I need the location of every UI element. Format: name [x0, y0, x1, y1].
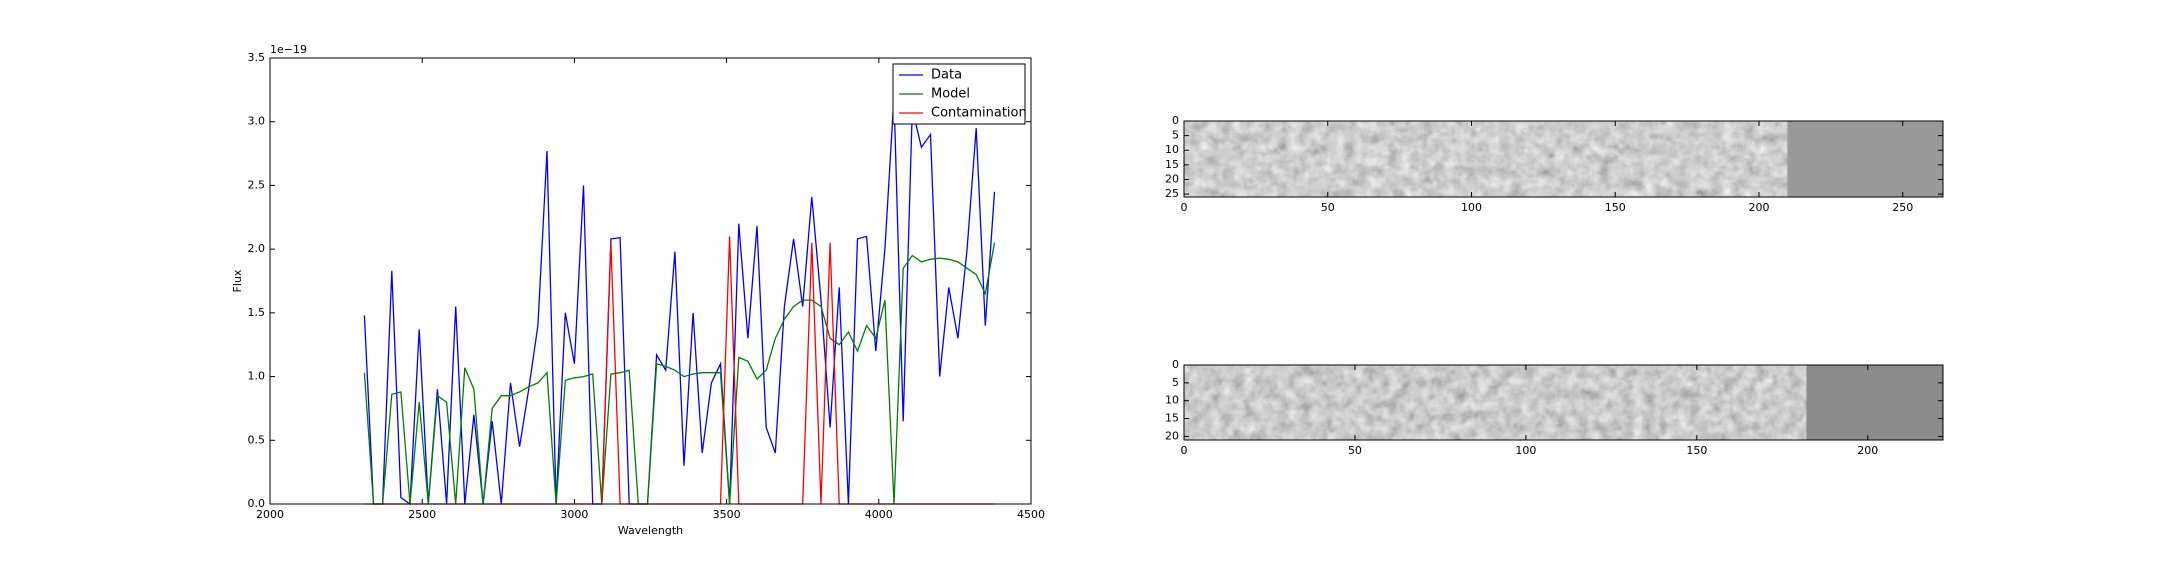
y-tick-label: 15 — [1165, 158, 1179, 171]
legend-label: Model — [931, 87, 970, 102]
x-tick-label: 50 — [1348, 444, 1362, 457]
image-padding — [1806, 365, 1943, 440]
x-tick-label: 3000 — [560, 508, 588, 521]
axes-frame — [1183, 120, 1944, 198]
y-tick-label: 10 — [1165, 394, 1179, 407]
x-tick-label: 100 — [1515, 444, 1536, 457]
x-tick-label: 2500 — [408, 508, 436, 521]
y-tick-label: 5 — [1172, 129, 1179, 142]
x-axis-label: Wavelength — [618, 524, 683, 537]
offset-label: 1e−19 — [270, 43, 307, 56]
y-tick-label: 2.0 — [248, 242, 266, 255]
y-tick-label: 2.5 — [248, 178, 266, 191]
y-axis-label: Flux — [231, 269, 244, 292]
x-tick-label: 0 — [1181, 201, 1188, 214]
x-tick-label: 2000 — [256, 508, 284, 521]
y-tick-label: 10 — [1165, 143, 1179, 156]
image-padding — [1787, 121, 1943, 197]
x-tick-label: 150 — [1686, 444, 1707, 457]
image-noise — [1184, 365, 1807, 440]
x-tick-label: 150 — [1605, 201, 1626, 214]
y-tick-label: 15 — [1165, 412, 1179, 425]
y-tick-label: 0.0 — [248, 497, 266, 510]
data-line — [363, 242, 996, 505]
y-tick-label: 1.0 — [248, 370, 266, 383]
x-tick-label: 200 — [1857, 444, 1878, 457]
x-tick-label: 250 — [1892, 201, 1913, 214]
axes-frame — [269, 57, 1032, 505]
y-tick-label: 20 — [1165, 429, 1179, 442]
y-tick-label: 3.0 — [248, 115, 266, 128]
x-tick-label: 100 — [1461, 201, 1482, 214]
y-tick-label: 0 — [1172, 358, 1179, 371]
legend-label: Contamination — [931, 106, 1027, 121]
y-tick-label: 5 — [1172, 376, 1179, 389]
y-tick-label: 0 — [1172, 114, 1179, 127]
y-tick-label: 3.5 — [248, 51, 266, 64]
y-tick-label: 20 — [1165, 172, 1179, 185]
data-line — [363, 96, 996, 506]
y-tick-label: 0.5 — [248, 433, 266, 446]
legend-label: Data — [931, 68, 962, 83]
x-tick-label: 4000 — [865, 508, 893, 521]
x-tick-label: 200 — [1749, 201, 1770, 214]
x-tick-label: 3500 — [713, 508, 741, 521]
x-tick-label: 0 — [1181, 444, 1188, 457]
image-noise — [1184, 121, 1788, 197]
x-tick-label: 50 — [1321, 201, 1335, 214]
y-tick-label: 1.5 — [248, 306, 266, 319]
x-tick-label: 4500 — [1017, 508, 1045, 521]
axes-frame — [1183, 364, 1944, 441]
y-tick-label: 25 — [1165, 187, 1179, 200]
